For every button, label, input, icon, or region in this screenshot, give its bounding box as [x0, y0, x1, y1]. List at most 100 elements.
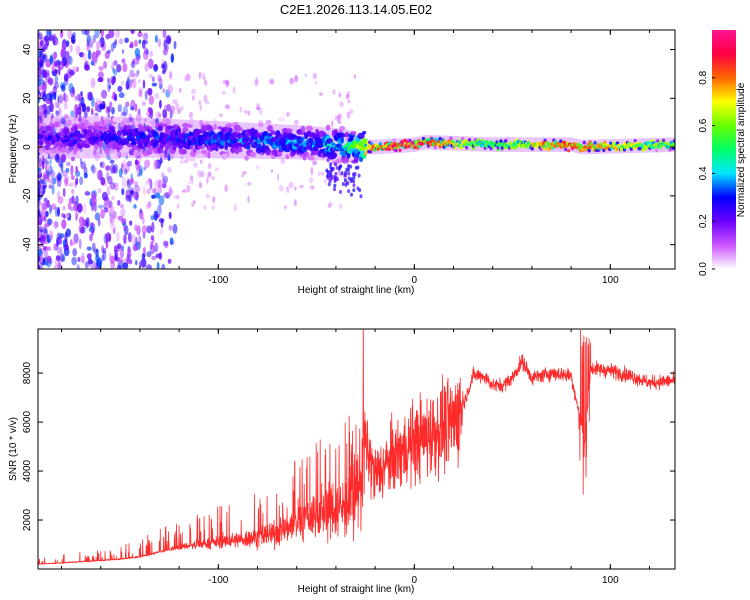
- noise-cell: [94, 30, 100, 39]
- noise-cell: [146, 264, 152, 269]
- noise-cell: [84, 261, 89, 269]
- noise-cell: [114, 38, 118, 45]
- noise-cell: [138, 39, 142, 44]
- spectral-cell: [655, 148, 659, 153]
- noise-cell: [103, 207, 108, 213]
- noise-cell: [138, 165, 144, 175]
- noise-cell: [55, 255, 61, 262]
- noise-cell: [133, 181, 139, 187]
- noise-cell: [225, 79, 229, 88]
- noise-cell: [81, 52, 88, 61]
- noise-cell: [104, 200, 109, 206]
- noise-cell: [214, 167, 219, 172]
- noise-cell: [156, 261, 160, 269]
- noise-cell: [129, 69, 135, 78]
- noise-cell: [42, 225, 46, 233]
- noise-cell: [113, 182, 119, 191]
- noise-cell: [107, 49, 112, 54]
- spectral-cell: [237, 127, 243, 132]
- spectral-cell: [244, 155, 249, 161]
- noise-cell: [92, 34, 96, 44]
- noise-cell: [346, 111, 351, 119]
- noise-cell: [97, 204, 104, 209]
- noise-cell: [141, 39, 146, 50]
- noise-cell: [142, 32, 149, 41]
- noise-cell: [49, 155, 52, 166]
- noise-cell: [129, 82, 133, 86]
- noise-cell: [99, 148, 103, 155]
- noise-cell: [108, 252, 112, 261]
- noise-cell: [85, 217, 90, 228]
- noise-cell: [39, 57, 45, 69]
- noise-cell: [81, 252, 85, 262]
- noise-cell: [167, 155, 171, 162]
- noise-cell: [169, 109, 173, 119]
- noise-cell: [270, 169, 274, 173]
- noise-cell: [203, 94, 208, 103]
- noise-cell: [39, 178, 46, 184]
- noise-cell: [38, 226, 44, 232]
- spectrogram-y-ticks: -40 -20 0 20 40: [22, 44, 675, 252]
- snr-ytick-label: 6000: [22, 411, 33, 434]
- noise-cell: [111, 78, 115, 86]
- spectral-cell: [344, 170, 348, 175]
- noise-cell: [134, 159, 139, 166]
- noise-cell: [162, 88, 166, 93]
- noise-cell: [62, 205, 66, 211]
- noise-cell: [74, 95, 78, 101]
- noise-cell: [328, 201, 333, 208]
- noise-cell: [121, 178, 127, 189]
- band-halo: [253, 122, 255, 159]
- spectral-cell: [451, 139, 455, 144]
- noise-cell: [158, 195, 165, 206]
- noise-cell: [197, 170, 203, 178]
- spectral-cell: [499, 139, 503, 143]
- noise-cell: [68, 69, 75, 76]
- noise-cell: [186, 184, 191, 193]
- noise-cell: [150, 241, 154, 250]
- noise-cell: [179, 106, 184, 111]
- noise-cell: [289, 77, 295, 85]
- noise-cell: [101, 89, 108, 99]
- spectral-cell: [84, 119, 89, 124]
- noise-cell: [129, 79, 134, 84]
- spectrogram-x-ticks: -100 0 100: [61, 30, 651, 286]
- snr-series: [38, 329, 675, 565]
- noise-cell: [310, 167, 314, 175]
- noise-cell: [114, 249, 119, 259]
- noise-cell: [177, 108, 181, 114]
- noise-cell: [64, 50, 70, 59]
- noise-cell: [115, 30, 121, 38]
- noise-cell: [191, 95, 195, 101]
- noise-cell: [154, 92, 160, 100]
- noise-cell: [353, 74, 357, 79]
- noise-cell: [158, 112, 162, 118]
- spectral-cell: [155, 141, 159, 147]
- noise-cell: [286, 186, 290, 194]
- snr-ytick-label: 8000: [22, 362, 33, 385]
- noise-cell: [46, 105, 51, 116]
- noise-cell: [198, 181, 202, 189]
- noise-cell: [138, 235, 142, 246]
- noise-cell: [140, 257, 147, 268]
- noise-cell: [44, 248, 49, 260]
- spectral-cell: [341, 182, 345, 187]
- noise-cell: [71, 256, 78, 266]
- noise-cell: [49, 204, 52, 214]
- spectral-cell: [131, 144, 139, 151]
- spectral-cell: [340, 136, 344, 143]
- noise-cell: [41, 155, 45, 166]
- noise-cell: [123, 158, 126, 167]
- noise-cell: [138, 168, 143, 177]
- noise-cell: [118, 257, 124, 264]
- noise-cell: [123, 168, 128, 175]
- spectral-cell: [465, 145, 469, 150]
- noise-cell: [51, 203, 57, 211]
- spectral-cell: [349, 135, 354, 142]
- noise-cell: [39, 40, 44, 47]
- noise-cell: [39, 68, 43, 76]
- noise-cell: [58, 60, 64, 71]
- noise-cell: [109, 215, 114, 224]
- spectral-cell: [242, 135, 251, 142]
- noise-cell: [172, 223, 178, 234]
